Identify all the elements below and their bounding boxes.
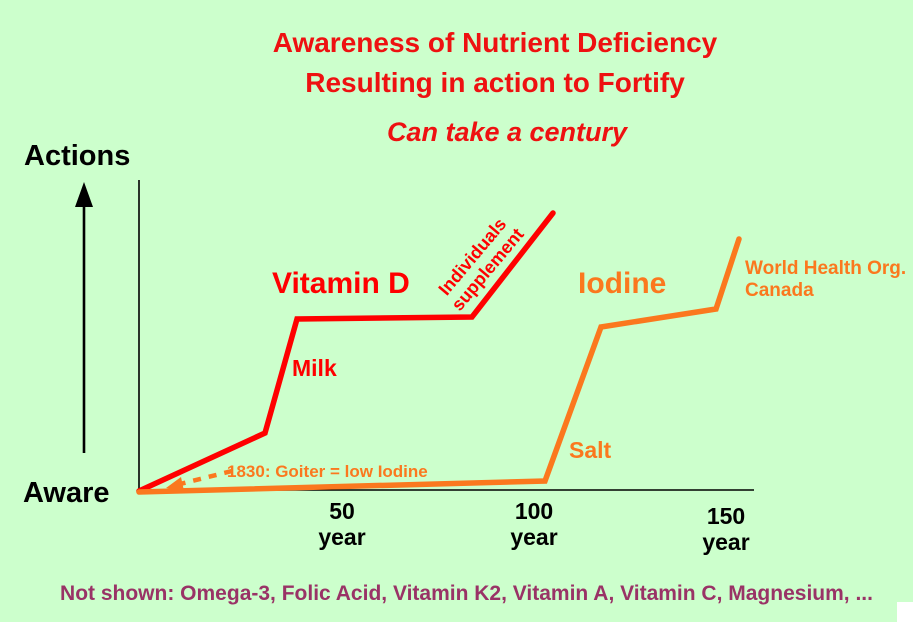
slide-frame-corner — [897, 602, 913, 631]
up-arrow-icon — [75, 182, 93, 207]
y-axis-label: Actions — [24, 140, 131, 172]
left-arrow-icon — [166, 477, 184, 491]
chart-subtitle: Can take a century — [386, 117, 628, 147]
x-tick-100-unit: year — [510, 524, 558, 550]
series-label-vitamin-d: Vitamin D — [272, 267, 410, 300]
x-tick-50: 50 year — [282, 498, 402, 550]
vitamin-d-line — [136, 210, 556, 494]
milestone-milk: Milk — [292, 355, 337, 381]
goiter-dashed-arrow — [179, 468, 233, 487]
origin-label: Aware — [23, 477, 110, 509]
x-tick-50-value: 50 — [329, 498, 355, 524]
chart-title-line2: Resulting in action to Fortify — [305, 67, 685, 98]
x-tick-100: 100 year — [474, 498, 594, 550]
chart-title: Awareness of Nutrient Deficiency Resulti… — [145, 23, 845, 103]
chart-title-line1: Awareness of Nutrient Deficiency — [272, 27, 718, 58]
iodine-line — [136, 236, 742, 495]
who-line2: Canada — [745, 280, 814, 301]
x-tick-150-value: 150 — [706, 503, 746, 529]
footnote: Not shown: Omega-3, Folic Acid, Vitamin … — [60, 582, 873, 605]
milestone-salt: Salt — [569, 437, 612, 463]
x-tick-50-unit: year — [318, 524, 366, 550]
series-label-iodine: Iodine — [578, 267, 667, 300]
x-tick-100-value: 100 — [514, 498, 554, 524]
milestone-world-health-org: World Health Org. Canada — [745, 258, 913, 302]
annotation-goiter-note: 1830: Goiter = low Iodine — [227, 462, 428, 481]
x-tick-150-unit: year — [702, 529, 750, 555]
x-tick-150: 150 year — [666, 503, 786, 555]
who-line1: World Health Org. — [745, 258, 907, 279]
